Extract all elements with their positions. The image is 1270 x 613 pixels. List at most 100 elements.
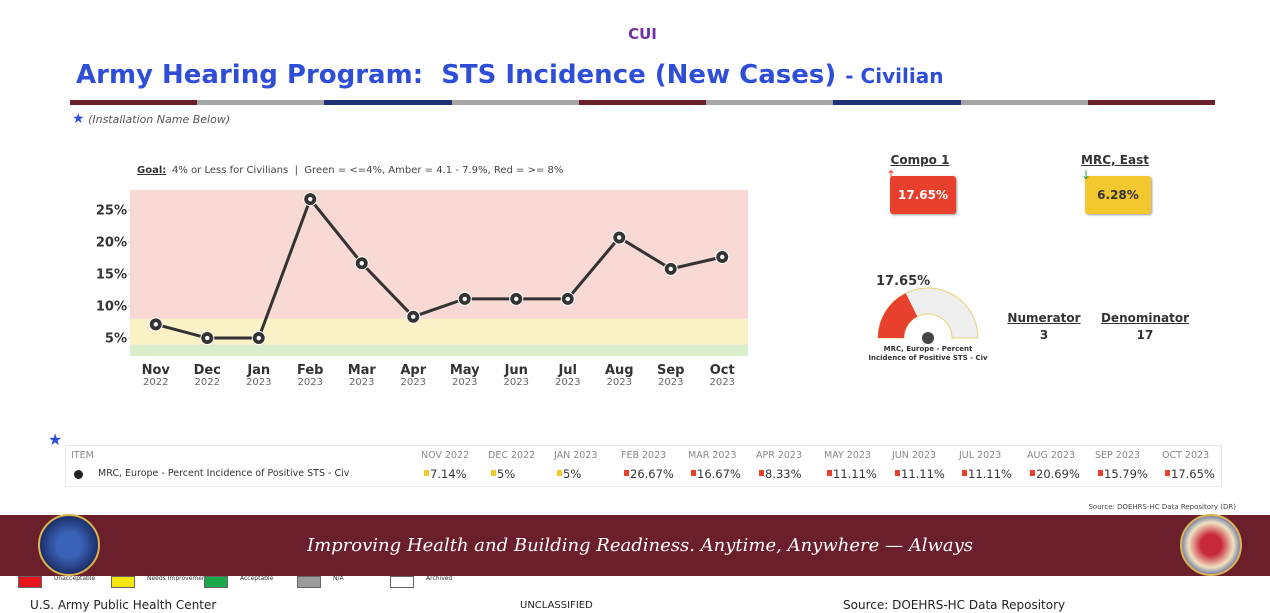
column-header: AUG 2023 <box>1027 450 1076 461</box>
status-flag <box>827 470 832 476</box>
x-tick-year: 2023 <box>658 377 683 388</box>
threshold-band <box>130 190 748 319</box>
x-tick-year: 2023 <box>555 377 580 388</box>
header-stripe <box>70 100 1215 105</box>
threshold-band <box>130 344 748 356</box>
status-flag <box>1165 470 1170 476</box>
footer-right: Source: DOEHRS-HC Data Repository <box>843 598 1066 612</box>
point-center <box>256 335 261 341</box>
slide-title: Army Hearing Program: STS Incidence (New… <box>76 60 943 90</box>
y-tick-label: 5% <box>105 332 127 347</box>
x-tick-label: Apr <box>400 363 426 378</box>
status-flag <box>424 470 429 476</box>
column-header: JUL 2023 <box>959 450 1002 461</box>
x-tick-label: Oct <box>710 363 735 378</box>
x-tick-label: Nov <box>142 363 171 378</box>
legend-swatch <box>390 576 414 588</box>
cell-value: 5% <box>563 467 582 481</box>
title-text: Army Hearing Program: STS Incidence (New… <box>76 60 837 90</box>
status-flag <box>962 470 967 476</box>
dod-logo <box>38 514 100 576</box>
row-dot <box>74 470 83 479</box>
status-flag <box>557 470 562 476</box>
column-header: OCT 2023 <box>1162 450 1210 461</box>
x-tick-label: Aug <box>605 363 634 378</box>
note-text: (Installation Name Below) <box>88 113 231 126</box>
x-tick-label: Jan <box>246 363 270 378</box>
gauge-hub <box>922 332 934 344</box>
x-tick-year: 2023 <box>298 377 323 388</box>
row-item: MRC, Europe - Percent Incidence of Posit… <box>98 468 350 479</box>
column-header: ITEM <box>71 450 94 461</box>
y-tick-label: 25% <box>96 203 127 218</box>
footer-left: U.S. Army Public Health Center <box>30 598 217 612</box>
numerator-label: Numerator <box>1007 311 1081 325</box>
status-flag <box>895 470 900 476</box>
installation-note: ★ (Installation Name Below) <box>72 111 231 127</box>
x-tick-year: 2023 <box>504 377 529 388</box>
x-tick-year: 2023 <box>349 377 374 388</box>
column-header: MAR 2023 <box>688 450 737 461</box>
chart: Goal: 4% or Less for Civilians | Green =… <box>96 165 748 388</box>
point-center <box>462 296 467 302</box>
goal-text: 4% or Less for Civilians | Green = <=4%,… <box>172 165 563 176</box>
column-header: FEB 2023 <box>621 450 667 461</box>
column-header: JUN 2023 <box>892 450 937 461</box>
x-tick-label: Jul <box>557 363 577 378</box>
status-flag <box>1098 470 1103 476</box>
legend-swatch <box>297 576 321 588</box>
banner: Improving Health and Building Readiness.… <box>0 515 1270 576</box>
cell-value: 17.65% <box>1171 467 1215 481</box>
x-tick-label: Dec <box>194 363 221 378</box>
x-tick-year: 2022 <box>195 377 220 388</box>
status-flag <box>624 470 629 476</box>
cell-value: 26.67% <box>630 467 674 481</box>
source-top: Source: DOEHRS-HC Data Repository (DR) <box>1088 503 1236 511</box>
cell-value: 11.11% <box>833 467 877 481</box>
x-tick-year: 2022 <box>143 377 168 388</box>
phc-logo <box>1180 514 1242 576</box>
kpi-label: MRC, East <box>1081 153 1149 167</box>
point-center <box>359 261 364 266</box>
data-table: ITEM NOV 2022 DEC 2022 JAN 2023 FEB 2023 MAR … <box>65 445 1222 487</box>
legend-label: Acceptable <box>240 575 274 582</box>
x-tick-year: 2023 <box>246 377 271 388</box>
legend-label: Archived <box>426 575 453 582</box>
point-center <box>617 235 622 240</box>
cell-value: 20.69% <box>1036 467 1080 481</box>
legend-label: Needs Improvement <box>147 575 209 582</box>
x-tick-label: Sep <box>657 363 685 378</box>
point-center <box>411 314 416 319</box>
point-center <box>153 322 158 327</box>
denominator-value: 17 <box>1136 328 1154 342</box>
column-header: JAN 2023 <box>554 450 598 461</box>
column-header: SEP 2023 <box>1095 450 1140 461</box>
legend-label: N/A <box>333 575 344 582</box>
point-center <box>668 266 673 272</box>
classification: CUI <box>628 25 657 43</box>
numerator-value: 3 <box>1039 328 1049 342</box>
cell-value: 16.67% <box>697 467 741 481</box>
cell-value: 8.33% <box>765 467 802 481</box>
y-tick-label: 15% <box>96 267 127 282</box>
y-tick-label: 20% <box>96 235 127 250</box>
trend-arrow: ↑ <box>886 168 897 182</box>
legend-swatch <box>204 576 228 588</box>
x-tick-label: Feb <box>297 363 323 378</box>
point-center <box>308 196 313 202</box>
point-center <box>514 296 519 302</box>
footer-center: UNCLASSIFIED <box>520 600 593 611</box>
kpi-label: Compo 1 <box>890 153 950 167</box>
subtitle: - Civilian <box>845 64 944 88</box>
goal-label: Goal: <box>137 165 166 176</box>
legend-swatch <box>18 576 42 588</box>
trend-arrow: ↓ <box>1081 168 1092 182</box>
status-flag <box>691 470 696 476</box>
gauge: 17.65% <box>876 274 979 344</box>
x-tick-year: 2023 <box>452 377 477 388</box>
column-header: NOV 2022 <box>421 450 470 461</box>
x-tick-label: Jun <box>504 363 528 378</box>
cell-value: 5% <box>497 467 516 481</box>
kpi-value: 17.65% <box>890 176 956 214</box>
